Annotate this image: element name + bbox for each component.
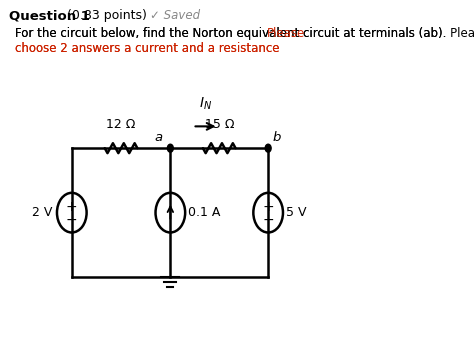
Text: Question 1: Question 1 bbox=[9, 9, 90, 22]
Text: For the circuit below, find the Norton equivalent circuit at terminals (ab). Ple: For the circuit below, find the Norton e… bbox=[15, 27, 474, 40]
Text: choose 2 answers a current and a resistance: choose 2 answers a current and a resista… bbox=[15, 42, 279, 55]
Text: 15 Ω: 15 Ω bbox=[204, 118, 234, 131]
Text: (0.83 points): (0.83 points) bbox=[63, 9, 147, 22]
Text: +: + bbox=[66, 200, 78, 214]
Text: Please: Please bbox=[267, 27, 305, 40]
Text: $I_N$: $I_N$ bbox=[199, 96, 212, 113]
Text: b: b bbox=[273, 131, 281, 144]
Text: For the circuit below, find the Norton equivalent circuit at terminals (ab).: For the circuit below, find the Norton e… bbox=[15, 27, 450, 40]
Circle shape bbox=[265, 144, 271, 152]
Text: ✓ Saved: ✓ Saved bbox=[150, 9, 200, 22]
Text: 0.1 A: 0.1 A bbox=[188, 206, 220, 219]
Circle shape bbox=[167, 144, 173, 152]
Text: a: a bbox=[155, 131, 163, 144]
Text: choose 2 answers a current and a resistance: choose 2 answers a current and a resista… bbox=[15, 42, 279, 55]
Text: 5 V: 5 V bbox=[286, 206, 307, 219]
Text: −: − bbox=[262, 212, 274, 227]
Text: −: − bbox=[66, 212, 78, 227]
Text: 12 Ω: 12 Ω bbox=[106, 118, 136, 131]
Text: +: + bbox=[262, 200, 274, 214]
Text: 2 V: 2 V bbox=[32, 206, 53, 219]
